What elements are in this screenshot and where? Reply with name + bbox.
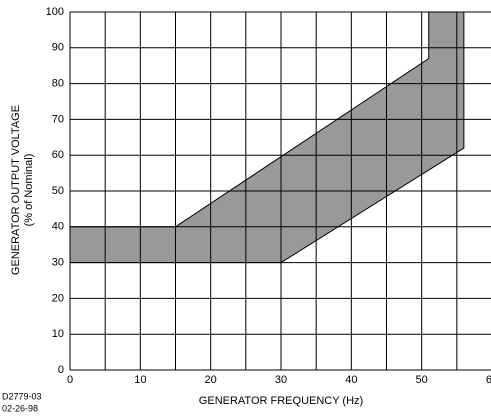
y-axis-label: (% of Nominal) — [23, 154, 35, 227]
x-tick-label: 0 — [67, 374, 73, 386]
x-tick-label: 10 — [134, 374, 146, 386]
x-tick-label: 20 — [205, 374, 217, 386]
x-axis-label: GENERATOR FREQUENCY (Hz) — [199, 395, 363, 407]
y-axis-label: GENERATOR OUTPUT VOLTAGE — [10, 105, 22, 275]
band-area — [69, 11, 465, 264]
y-tick-label: 80 — [52, 78, 64, 90]
x-tick-label: 6 — [486, 374, 491, 386]
y-tick-label: 20 — [52, 292, 64, 304]
y-tick-label: 40 — [52, 221, 64, 233]
note: D2779-03 — [2, 391, 42, 401]
x-tick-label: 40 — [345, 374, 357, 386]
y-tick-label: 100 — [46, 6, 64, 18]
y-tick-label: 50 — [52, 185, 64, 197]
x-tick-label: 50 — [416, 374, 428, 386]
x-tick-label: 30 — [275, 374, 287, 386]
y-tick-label: 60 — [52, 149, 64, 161]
y-tick-label: 0 — [58, 364, 64, 376]
y-tick-label: 70 — [52, 113, 64, 125]
y-tick-label: 10 — [52, 328, 64, 340]
y-tick-label: 90 — [52, 42, 64, 54]
note: 02-26-98 — [2, 403, 38, 413]
y-tick-label: 30 — [52, 257, 64, 269]
